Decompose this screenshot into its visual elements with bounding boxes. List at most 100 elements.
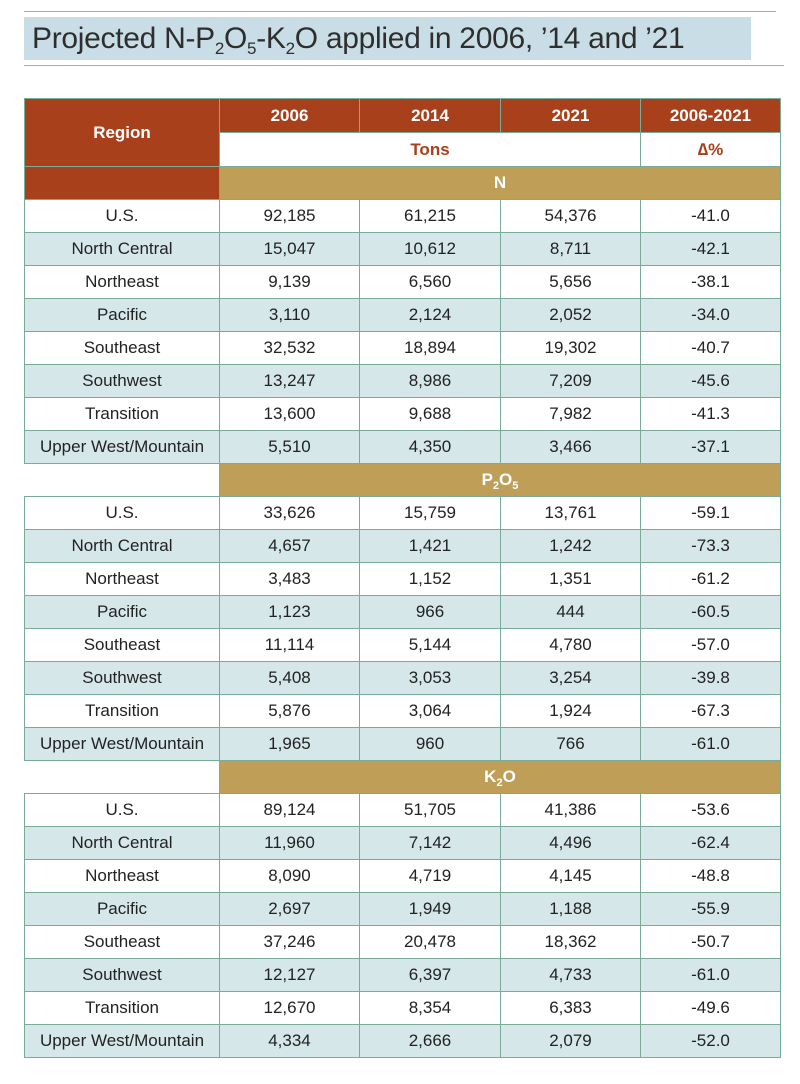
change-percent-cell: -48.8 [640, 859, 781, 893]
nutrient-section-row: P2O5 [24, 463, 781, 497]
value-2021-cell: 1,188 [500, 892, 641, 926]
label-part: O [502, 767, 516, 786]
value-2006-cell: 12,127 [219, 958, 360, 992]
change-percent-cell: -42.1 [640, 232, 781, 266]
value-2014-cell: 1,421 [359, 529, 501, 563]
units-delta-percent: ∆% [640, 132, 781, 167]
change-percent-cell: -38.1 [640, 265, 781, 299]
value-2021-cell: 7,982 [500, 397, 641, 431]
value-2006-cell: 1,123 [219, 595, 360, 629]
region-cell: Pacific [24, 892, 220, 926]
value-2014-cell: 1,152 [359, 562, 501, 596]
value-2006-cell: 92,185 [219, 199, 360, 233]
value-2006-cell: 5,408 [219, 661, 360, 695]
label-part: N [493, 173, 507, 192]
title-part: O applied in 2006, ’14 and ’21 [294, 21, 685, 55]
table-row: Transition 5,876 3,064 1,924 -67.3 [24, 694, 781, 728]
value-2014-cell: 10,612 [359, 232, 501, 266]
value-2014-cell: 4,719 [359, 859, 501, 893]
value-2006-cell: 9,139 [219, 265, 360, 299]
value-2006-cell: 37,246 [219, 925, 360, 959]
region-column-header: Region [24, 98, 220, 167]
change-percent-cell: -41.0 [640, 199, 781, 233]
value-2021-cell: 766 [500, 727, 641, 761]
column-header-2021: 2021 [500, 98, 641, 133]
value-2014-cell: 15,759 [359, 496, 501, 530]
table-row: U.S. 92,185 61,215 54,376 -41.0 [24, 199, 781, 233]
change-percent-cell: -53.6 [640, 793, 781, 827]
value-2014-cell: 18,894 [359, 331, 501, 365]
change-percent-cell: -52.0 [640, 1024, 781, 1058]
value-2006-cell: 11,114 [219, 628, 360, 662]
change-percent-cell: -73.3 [640, 529, 781, 563]
table-body: N U.S. 92,185 61,215 54,376 -41.0 North Centra… [24, 166, 781, 1058]
change-percent-cell: -49.6 [640, 991, 781, 1025]
nutrient-section-row: N [24, 166, 781, 200]
table-row: Pacific 2,697 1,949 1,188 -55.9 [24, 892, 781, 926]
table-row: Transition 12,670 8,354 6,383 -49.6 [24, 991, 781, 1025]
value-2014-cell: 6,397 [359, 958, 501, 992]
region-cell: Pacific [24, 298, 220, 332]
region-cell: U.S. [24, 793, 220, 827]
value-2006-cell: 89,124 [219, 793, 360, 827]
change-percent-cell: -61.0 [640, 958, 781, 992]
value-2021-cell: 4,145 [500, 859, 641, 893]
region-cell: Pacific [24, 595, 220, 629]
table-row: Transition 13,600 9,688 7,982 -41.3 [24, 397, 781, 431]
table-row: Upper West/Mountain 1,965 960 766 -61.0 [24, 727, 781, 761]
change-percent-cell: -61.2 [640, 562, 781, 596]
section-blank-cell [24, 760, 220, 794]
table-row: Southwest 13,247 8,986 7,209 -45.6 [24, 364, 781, 398]
region-cell: U.S. [24, 199, 220, 233]
table-row: Southeast 11,114 5,144 4,780 -57.0 [24, 628, 781, 662]
value-2021-cell: 1,924 [500, 694, 641, 728]
table-row: North Central 15,047 10,612 8,711 -42.1 [24, 232, 781, 266]
value-2006-cell: 4,334 [219, 1024, 360, 1058]
value-2021-cell: 19,302 [500, 331, 641, 365]
value-2006-cell: 11,960 [219, 826, 360, 860]
change-percent-cell: -59.1 [640, 496, 781, 530]
value-2014-cell: 1,949 [359, 892, 501, 926]
value-2021-cell: 444 [500, 595, 641, 629]
value-2014-cell: 8,354 [359, 991, 501, 1025]
title-subscript: 2 [214, 38, 224, 58]
label-subscript: 2 [492, 480, 500, 492]
value-2006-cell: 3,483 [219, 562, 360, 596]
value-2006-cell: 5,876 [219, 694, 360, 728]
change-percent-cell: -61.0 [640, 727, 781, 761]
value-2014-cell: 8,986 [359, 364, 501, 398]
region-cell: Transition [24, 991, 220, 1025]
value-2021-cell: 1,351 [500, 562, 641, 596]
change-percent-cell: -60.5 [640, 595, 781, 629]
column-header-change: 2006-2021 [640, 98, 781, 133]
region-cell: North Central [24, 529, 220, 563]
bottom-rule [24, 65, 784, 66]
value-2006-cell: 5,510 [219, 430, 360, 464]
region-cell: North Central [24, 232, 220, 266]
title-part: O [224, 21, 248, 55]
region-cell: Southeast [24, 331, 220, 365]
region-cell: Transition [24, 694, 220, 728]
table-row: North Central 4,657 1,421 1,242 -73.3 [24, 529, 781, 563]
change-percent-cell: -41.3 [640, 397, 781, 431]
value-2021-cell: 3,254 [500, 661, 641, 695]
region-cell: Upper West/Mountain [24, 727, 220, 761]
nutrient-section-row: K2O [24, 760, 781, 794]
value-2021-cell: 18,362 [500, 925, 641, 959]
table-row: Southwest 5,408 3,053 3,254 -39.8 [24, 661, 781, 695]
value-2006-cell: 13,247 [219, 364, 360, 398]
change-percent-cell: -57.0 [640, 628, 781, 662]
value-2014-cell: 20,478 [359, 925, 501, 959]
value-2021-cell: 3,466 [500, 430, 641, 464]
title-subscript: 2 [285, 38, 295, 58]
region-cell: Upper West/Mountain [24, 430, 220, 464]
region-cell: U.S. [24, 496, 220, 530]
title-band: Projected N-P2O5-K2O applied in 2006, ’1… [24, 17, 751, 60]
value-2006-cell: 13,600 [219, 397, 360, 431]
value-2021-cell: 2,052 [500, 298, 641, 332]
table-row: Southwest 12,127 6,397 4,733 -61.0 [24, 958, 781, 992]
value-2014-cell: 61,215 [359, 199, 501, 233]
label-part: P [481, 470, 493, 489]
value-2014-cell: 4,350 [359, 430, 501, 464]
value-2014-cell: 2,666 [359, 1024, 501, 1058]
